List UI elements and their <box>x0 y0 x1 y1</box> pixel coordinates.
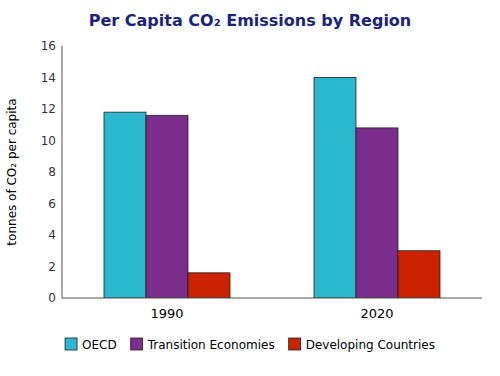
bar <box>356 128 398 298</box>
bar <box>398 251 440 298</box>
bar <box>104 112 146 298</box>
y-tick-label: 8 <box>48 165 56 179</box>
y-axis-label: tonnes of CO₂ per capita <box>5 98 19 245</box>
y-tick-label: 4 <box>48 228 56 242</box>
title: Per Capita CO₂ Emissions by Region <box>89 11 412 30</box>
y-tick-label: 16 <box>41 39 56 53</box>
legend: OECD Transition Economies Developing Count… <box>65 338 435 352</box>
y-tick-label: 2 <box>48 260 56 274</box>
chart: Per Capita CO₂ Emissions by Region tonnes… <box>0 0 500 376</box>
y-tick-label: 0 <box>48 291 56 305</box>
legend-label: OECD <box>82 338 117 352</box>
y-tick-label: 6 <box>48 197 56 211</box>
legend-label: Developing Countries <box>306 338 435 352</box>
legend-swatch <box>131 338 143 350</box>
bar <box>314 78 356 299</box>
x-axis-line <box>62 298 482 299</box>
legend-swatch <box>289 338 301 350</box>
y-tick-label: 12 <box>41 102 56 116</box>
y-axis-line <box>62 46 63 298</box>
x-tick-label: 1990 <box>150 306 183 321</box>
y-tick-label: 10 <box>41 134 56 148</box>
bar <box>188 273 230 298</box>
bars <box>104 78 440 299</box>
legend-swatch <box>65 338 77 350</box>
bar <box>146 115 188 298</box>
y-tick-label: 14 <box>41 71 56 85</box>
x-tick-label: 2020 <box>360 306 393 321</box>
legend-label: Transition Economies <box>147 338 275 352</box>
